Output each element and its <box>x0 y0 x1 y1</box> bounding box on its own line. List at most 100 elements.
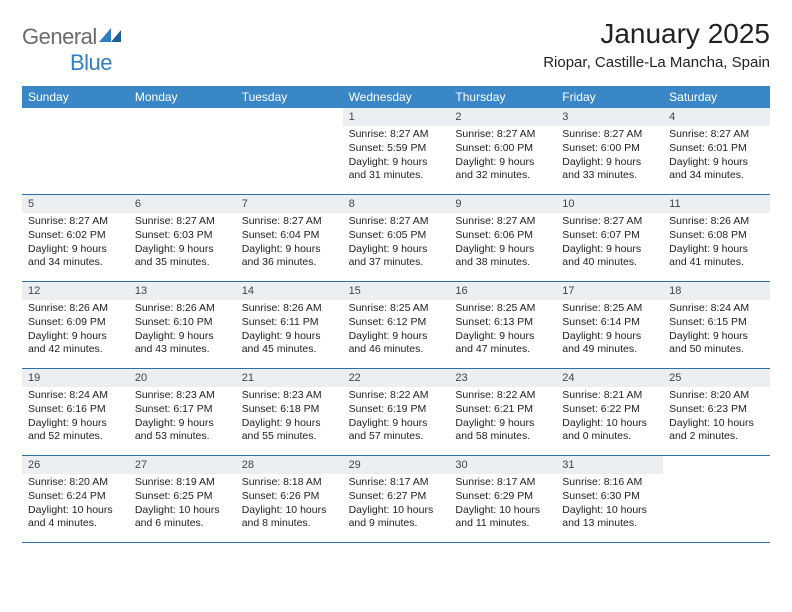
daylight-text: Daylight: 9 hours <box>562 156 657 170</box>
daylight-text: Daylight: 10 hours <box>562 504 657 518</box>
day-number-empty <box>22 108 129 126</box>
brand-text-blue: Blue <box>22 50 112 75</box>
daylight-text: and 33 minutes. <box>562 169 657 183</box>
sunset-text: Sunset: 6:16 PM <box>28 403 123 417</box>
calendar-cell: 10Sunrise: 8:27 AMSunset: 6:07 PMDayligh… <box>556 195 663 281</box>
sunrise-text: Sunrise: 8:27 AM <box>562 128 657 142</box>
sunset-text: Sunset: 6:07 PM <box>562 229 657 243</box>
sunset-text: Sunset: 6:26 PM <box>242 490 337 504</box>
sunset-text: Sunset: 6:12 PM <box>349 316 444 330</box>
calendar-cell: 29Sunrise: 8:17 AMSunset: 6:27 PMDayligh… <box>343 456 450 542</box>
daylight-text: Daylight: 9 hours <box>455 156 550 170</box>
daylight-text: Daylight: 9 hours <box>455 243 550 257</box>
day-number-empty <box>663 456 770 474</box>
weekday-label: Saturday <box>663 86 770 108</box>
weekday-label: Thursday <box>449 86 556 108</box>
day-number: 23 <box>449 369 556 387</box>
day-details: Sunrise: 8:23 AMSunset: 6:18 PMDaylight:… <box>236 387 343 448</box>
daylight-text: Daylight: 9 hours <box>669 330 764 344</box>
daylight-text: and 8 minutes. <box>242 517 337 531</box>
daylight-text: Daylight: 10 hours <box>349 504 444 518</box>
daylight-text: and 6 minutes. <box>135 517 230 531</box>
day-details: Sunrise: 8:27 AMSunset: 6:00 PMDaylight:… <box>449 126 556 187</box>
day-number: 28 <box>236 456 343 474</box>
sunrise-text: Sunrise: 8:24 AM <box>28 389 123 403</box>
calendar-cell: 18Sunrise: 8:24 AMSunset: 6:15 PMDayligh… <box>663 282 770 368</box>
calendar-week: 1Sunrise: 8:27 AMSunset: 5:59 PMDaylight… <box>22 108 770 195</box>
day-number: 9 <box>449 195 556 213</box>
day-number: 24 <box>556 369 663 387</box>
daylight-text: Daylight: 9 hours <box>135 330 230 344</box>
day-number: 21 <box>236 369 343 387</box>
day-number: 1 <box>343 108 450 126</box>
day-details: Sunrise: 8:27 AMSunset: 6:07 PMDaylight:… <box>556 213 663 274</box>
day-details: Sunrise: 8:26 AMSunset: 6:09 PMDaylight:… <box>22 300 129 361</box>
calendar-cell: 2Sunrise: 8:27 AMSunset: 6:00 PMDaylight… <box>449 108 556 194</box>
day-details: Sunrise: 8:22 AMSunset: 6:21 PMDaylight:… <box>449 387 556 448</box>
day-number: 4 <box>663 108 770 126</box>
sunset-text: Sunset: 5:59 PM <box>349 142 444 156</box>
daylight-text: and 11 minutes. <box>455 517 550 531</box>
day-details: Sunrise: 8:25 AMSunset: 6:14 PMDaylight:… <box>556 300 663 361</box>
day-number-empty <box>236 108 343 126</box>
day-details: Sunrise: 8:27 AMSunset: 6:04 PMDaylight:… <box>236 213 343 274</box>
daylight-text: and 45 minutes. <box>242 343 337 357</box>
day-details: Sunrise: 8:24 AMSunset: 6:15 PMDaylight:… <box>663 300 770 361</box>
page: GeneralBlue January 2025 Riopar, Castill… <box>0 0 792 543</box>
weekday-header: Sunday Monday Tuesday Wednesday Thursday… <box>22 86 770 108</box>
sunrise-text: Sunrise: 8:26 AM <box>28 302 123 316</box>
sunset-text: Sunset: 6:23 PM <box>669 403 764 417</box>
calendar-cell: 9Sunrise: 8:27 AMSunset: 6:06 PMDaylight… <box>449 195 556 281</box>
day-details: Sunrise: 8:19 AMSunset: 6:25 PMDaylight:… <box>129 474 236 535</box>
daylight-text: and 46 minutes. <box>349 343 444 357</box>
calendar-cell <box>663 456 770 542</box>
daylight-text: and 58 minutes. <box>455 430 550 444</box>
daylight-text: Daylight: 9 hours <box>669 243 764 257</box>
sunrise-text: Sunrise: 8:27 AM <box>349 128 444 142</box>
daylight-text: Daylight: 9 hours <box>242 243 337 257</box>
sunrise-text: Sunrise: 8:25 AM <box>349 302 444 316</box>
sunset-text: Sunset: 6:15 PM <box>669 316 764 330</box>
sunrise-text: Sunrise: 8:25 AM <box>455 302 550 316</box>
daylight-text: and 57 minutes. <box>349 430 444 444</box>
daylight-text: Daylight: 9 hours <box>562 243 657 257</box>
daylight-text: and 36 minutes. <box>242 256 337 270</box>
calendar-cell: 24Sunrise: 8:21 AMSunset: 6:22 PMDayligh… <box>556 369 663 455</box>
day-number: 18 <box>663 282 770 300</box>
calendar: Sunday Monday Tuesday Wednesday Thursday… <box>22 86 770 543</box>
daylight-text: and 47 minutes. <box>455 343 550 357</box>
page-title: January 2025 <box>543 18 770 50</box>
sunset-text: Sunset: 6:24 PM <box>28 490 123 504</box>
sunrise-text: Sunrise: 8:26 AM <box>135 302 230 316</box>
daylight-text: Daylight: 9 hours <box>455 330 550 344</box>
calendar-week: 5Sunrise: 8:27 AMSunset: 6:02 PMDaylight… <box>22 195 770 282</box>
daylight-text: and 38 minutes. <box>455 256 550 270</box>
sunset-text: Sunset: 6:08 PM <box>669 229 764 243</box>
sunset-text: Sunset: 6:00 PM <box>562 142 657 156</box>
calendar-cell: 22Sunrise: 8:22 AMSunset: 6:19 PMDayligh… <box>343 369 450 455</box>
calendar-cell: 16Sunrise: 8:25 AMSunset: 6:13 PMDayligh… <box>449 282 556 368</box>
calendar-cell: 13Sunrise: 8:26 AMSunset: 6:10 PMDayligh… <box>129 282 236 368</box>
day-number-empty <box>129 108 236 126</box>
daylight-text: Daylight: 9 hours <box>349 156 444 170</box>
sunset-text: Sunset: 6:02 PM <box>28 229 123 243</box>
calendar-cell: 30Sunrise: 8:17 AMSunset: 6:29 PMDayligh… <box>449 456 556 542</box>
sunset-text: Sunset: 6:01 PM <box>669 142 764 156</box>
sunset-text: Sunset: 6:11 PM <box>242 316 337 330</box>
sunset-text: Sunset: 6:14 PM <box>562 316 657 330</box>
day-number: 30 <box>449 456 556 474</box>
calendar-cell: 14Sunrise: 8:26 AMSunset: 6:11 PMDayligh… <box>236 282 343 368</box>
sunrise-text: Sunrise: 8:20 AM <box>669 389 764 403</box>
calendar-week: 19Sunrise: 8:24 AMSunset: 6:16 PMDayligh… <box>22 369 770 456</box>
calendar-week: 12Sunrise: 8:26 AMSunset: 6:09 PMDayligh… <box>22 282 770 369</box>
calendar-cell: 8Sunrise: 8:27 AMSunset: 6:05 PMDaylight… <box>343 195 450 281</box>
sunrise-text: Sunrise: 8:17 AM <box>455 476 550 490</box>
sunrise-text: Sunrise: 8:20 AM <box>28 476 123 490</box>
location-text: Riopar, Castille-La Mancha, Spain <box>543 54 770 71</box>
daylight-text: and 49 minutes. <box>562 343 657 357</box>
day-details: Sunrise: 8:27 AMSunset: 5:59 PMDaylight:… <box>343 126 450 187</box>
daylight-text: and 34 minutes. <box>669 169 764 183</box>
daylight-text: and 13 minutes. <box>562 517 657 531</box>
calendar-cell: 31Sunrise: 8:16 AMSunset: 6:30 PMDayligh… <box>556 456 663 542</box>
daylight-text: and 40 minutes. <box>562 256 657 270</box>
